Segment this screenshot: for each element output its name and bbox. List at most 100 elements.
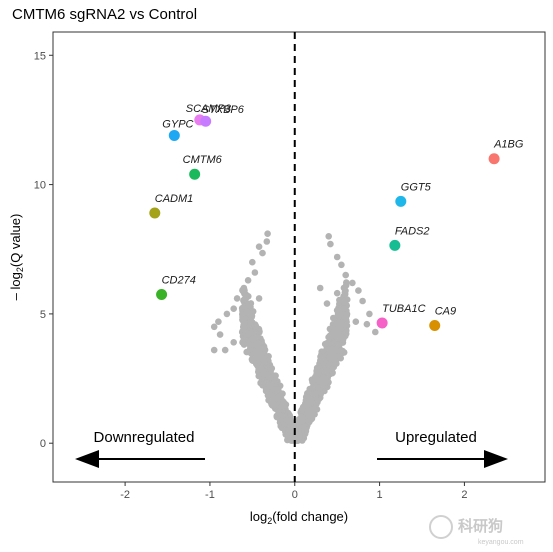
background-point [338,334,345,341]
x-tick-label: 2 [461,489,467,501]
gene-label-scamp3: SCAMP3 [186,103,232,115]
background-point [255,243,263,250]
background-point [312,375,320,383]
background-point [255,347,262,355]
background-point [333,334,341,342]
gene-point-cmtm6 [189,168,201,180]
x-axis-title: log2(fold change) [250,509,348,526]
panel-border [52,31,546,483]
background-point [340,305,348,313]
x-tick-label: 1 [377,489,383,501]
gene-point-fads2 [389,239,401,251]
background-point [285,420,293,428]
background-point [249,335,256,343]
background-point [240,284,248,292]
background-point [241,315,248,322]
watermark: 科研狗 keyangou.com [429,515,524,546]
x-tick-label: -1 [205,489,215,501]
downregulated-annotation: Downregulated [75,429,205,468]
background-point [316,284,324,292]
background-point [260,357,267,365]
gene-label-gypc: GYPC [162,118,193,130]
background-point [308,406,316,414]
background-point [325,233,333,240]
background-point [259,249,266,257]
background-point [240,296,248,304]
gene-point-ggt5 [395,195,407,207]
gene-label-cd274: CD274 [162,275,196,287]
background-point [251,269,259,276]
gene-label-ggt5: GGT5 [401,181,432,193]
background-point [264,230,271,237]
background-point [233,295,241,302]
background-point [342,271,350,279]
background-point [270,401,278,409]
background-point [333,289,341,297]
background-point [352,318,360,326]
gene-label-ca9: CA9 [435,306,456,318]
background-point [221,346,229,354]
gene-point-a1bg [488,153,500,165]
downregulated-label: Downregulated [94,429,195,446]
background-point [215,318,222,326]
background-point [321,340,329,348]
background-point [331,360,338,367]
background-point [244,277,252,284]
background-point [240,326,248,333]
gene-point-gypc [168,129,180,141]
watermark-text: 科研狗 [458,517,503,535]
background-point [277,392,284,400]
background-point [249,258,256,266]
gene-point-cadm1 [149,207,161,219]
background-point [330,314,337,322]
chart-title: CMTM6 sgRNA2 vs Control [12,6,198,23]
background-point [306,418,313,426]
background-point [349,279,356,287]
background-point [296,433,304,441]
background-point [355,287,362,294]
background-point [309,384,316,392]
x-tick-label: -2 [120,489,130,501]
y-tick-label: 5 [40,309,46,321]
background-point [325,367,332,374]
background-point [342,315,350,322]
background-point [249,346,256,354]
background-point [320,374,327,382]
background-point [334,341,341,349]
gene-label-cadm1: CADM1 [155,193,194,205]
background-point [366,310,373,318]
background-point [327,240,334,248]
background-point [299,417,306,425]
background-point [230,339,237,346]
background-point [284,425,292,433]
background-point [243,307,250,315]
background-point [223,310,231,318]
background-point [323,300,331,307]
watermark-logo-icon [429,515,453,539]
background-point [255,295,263,302]
background-point [328,345,336,353]
background-point [330,354,338,362]
background-point [340,284,348,292]
gene-label-tuba1c: TUBA1C [382,303,425,315]
background-point [315,384,322,392]
background-point [240,341,248,348]
background-point [256,328,263,335]
background-point [304,400,312,408]
gene-label-stxbp6: STXBP6 [202,104,245,116]
x-tick-label: 0 [292,489,298,501]
upregulated-label: Upregulated [395,429,477,446]
background-point [216,331,224,338]
upregulated-annotation: Upregulated [377,429,508,468]
gene-label-fads2: FADS2 [395,225,430,237]
background-point [335,326,343,333]
y-axis-ticks: 0 5 10 15 [34,50,53,450]
y-tick-label: 10 [34,180,46,192]
background-points [210,230,379,444]
background-point [338,261,345,269]
background-point [359,297,366,305]
gene-point-tuba1c [376,317,388,329]
right-arrowhead [484,450,508,468]
background-point [210,346,218,354]
